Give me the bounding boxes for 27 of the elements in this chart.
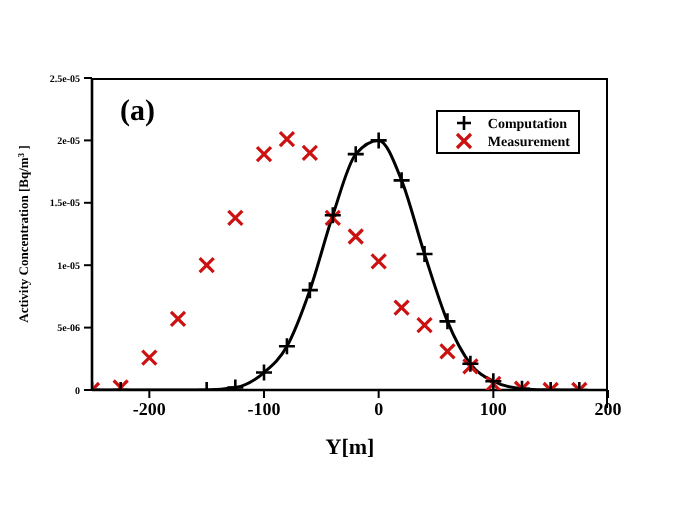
point — [347, 227, 365, 246]
x-axis-title: Y[m] — [325, 436, 375, 460]
x-tick-label: -100 — [247, 398, 282, 419]
x-tick-label: 100 — [479, 398, 508, 419]
point — [346, 144, 366, 164]
point — [415, 316, 434, 334]
point — [278, 130, 296, 148]
point — [300, 280, 320, 300]
point — [392, 171, 411, 190]
point — [301, 144, 319, 162]
x-tick-label: 0 — [374, 398, 385, 419]
annotation: (a) — [120, 96, 155, 128]
point — [393, 299, 411, 317]
point — [438, 312, 457, 331]
point — [277, 337, 297, 356]
point — [370, 252, 388, 271]
point — [415, 244, 434, 264]
x-tick-label: -200 — [132, 398, 167, 419]
point — [438, 342, 457, 360]
point — [140, 348, 158, 367]
point — [369, 131, 388, 150]
point — [198, 256, 216, 274]
point — [255, 145, 273, 163]
point — [226, 209, 244, 227]
point — [254, 363, 274, 382]
point — [169, 310, 187, 328]
x-tick-label: 200 — [594, 398, 623, 419]
